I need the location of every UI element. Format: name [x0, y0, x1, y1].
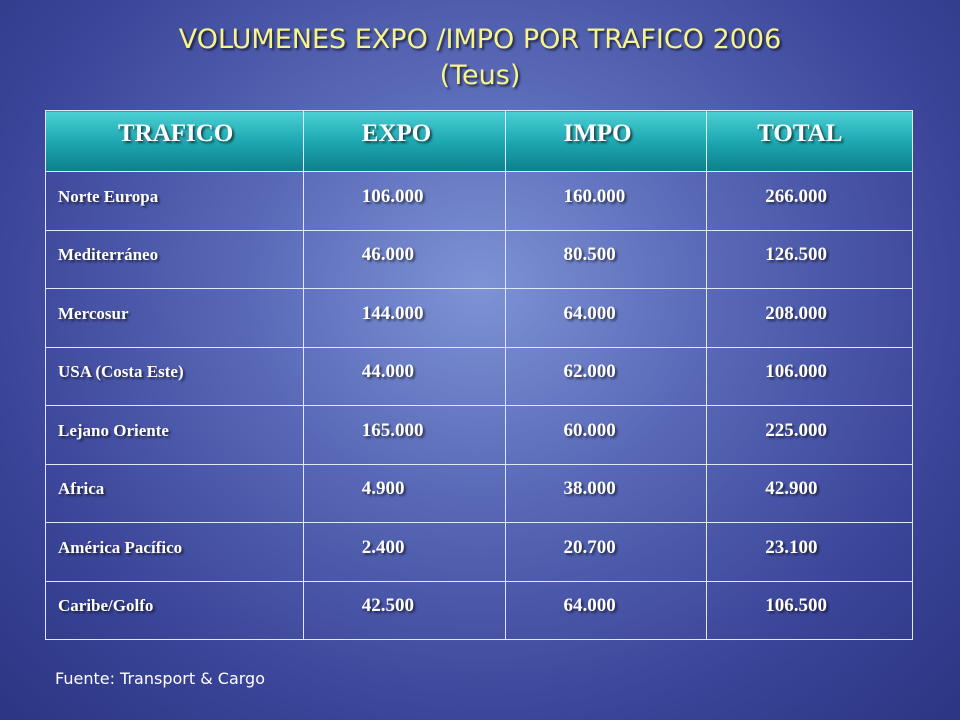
header-impo: IMPO: [504, 110, 708, 172]
cell-impo: 62.000: [504, 346, 708, 406]
table-row: USA (Costa Este) 44.000 62.000 106.000: [45, 346, 913, 406]
source-note: Fuente: Transport & Cargo: [55, 669, 265, 688]
cell-expo: 4.900: [302, 463, 506, 523]
table-row: Caribe/Golfo 42.500 64.000 106.500: [45, 580, 913, 640]
table-row: América Pacífico 2.400 20.700 23.100: [45, 522, 913, 582]
cell-total: 266.000: [706, 171, 913, 231]
table-row: Mercosur 144.000 64.000 208.000: [45, 288, 913, 348]
cell-trafico: Mercosur: [45, 288, 304, 348]
header-total: TOTAL: [706, 110, 913, 172]
table-row: Mediterráneo 46.000 80.500 126.500: [45, 229, 913, 289]
page-subtitle: (Teus): [439, 60, 521, 91]
header-expo: EXPO: [302, 110, 506, 172]
cell-impo: 80.500: [504, 229, 708, 289]
cell-impo: 160.000: [504, 171, 708, 231]
cell-trafico: Mediterráneo: [45, 229, 304, 289]
cell-expo: 42.500: [302, 580, 506, 640]
page-title: VOLUMENES EXPO /IMPO POR TRAFICO 2006: [178, 24, 782, 55]
cell-trafico: Lejano Oriente: [45, 405, 304, 465]
cell-trafico: Caribe/Golfo: [45, 580, 304, 640]
table-row: Norte Europa 106.000 160.000 266.000: [45, 171, 913, 231]
cell-trafico: USA (Costa Este): [45, 346, 304, 406]
cell-impo: 64.000: [504, 288, 708, 348]
cell-impo: 38.000: [504, 463, 708, 523]
cell-total: 208.000: [706, 288, 913, 348]
cell-expo: 165.000: [302, 405, 506, 465]
cell-total: 225.000: [706, 405, 913, 465]
cell-expo: 46.000: [302, 229, 506, 289]
header-trafico: TRAFICO: [45, 110, 304, 172]
cell-expo: 144.000: [302, 288, 506, 348]
traffic-volume-table: TRAFICO EXPO IMPO TOTAL Norte Europa 106…: [45, 110, 913, 640]
cell-total: 106.500: [706, 580, 913, 640]
cell-total: 23.100: [706, 522, 913, 582]
cell-impo: 20.700: [504, 522, 708, 582]
cell-expo: 106.000: [302, 171, 506, 231]
cell-total: 42.900: [706, 463, 913, 523]
cell-expo: 2.400: [302, 522, 506, 582]
cell-trafico: Africa: [45, 463, 304, 523]
cell-trafico: América Pacífico: [45, 522, 304, 582]
table-header-row: TRAFICO EXPO IMPO TOTAL: [45, 110, 913, 172]
cell-total: 126.500: [706, 229, 913, 289]
table-row: Africa 4.900 38.000 42.900: [45, 463, 913, 523]
cell-trafico: Norte Europa: [45, 171, 304, 231]
cell-total: 106.000: [706, 346, 913, 406]
table-row: Lejano Oriente 165.000 60.000 225.000: [45, 405, 913, 465]
cell-expo: 44.000: [302, 346, 506, 406]
cell-impo: 60.000: [504, 405, 708, 465]
cell-impo: 64.000: [504, 580, 708, 640]
